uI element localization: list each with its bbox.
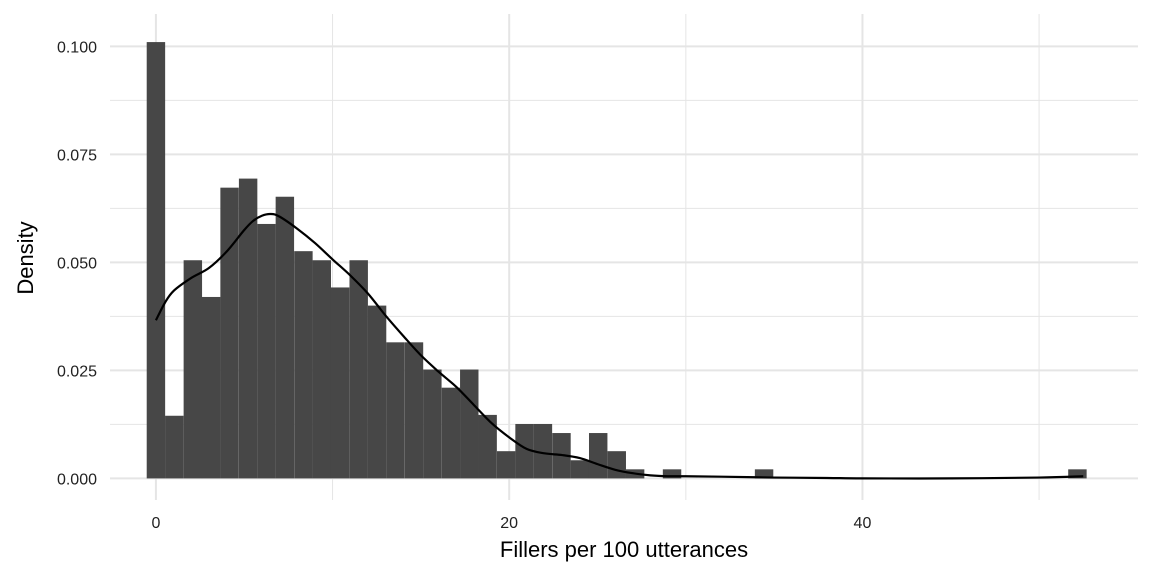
histogram-bar bbox=[478, 414, 497, 479]
histogram-bar bbox=[386, 342, 405, 479]
histogram-bar bbox=[294, 251, 313, 479]
y-tick-label: 0.050 bbox=[57, 255, 97, 272]
y-axis-tick-labels: 0.000 0.025 0.050 0.075 0.100 bbox=[57, 39, 97, 488]
histogram-bar bbox=[275, 196, 295, 479]
histogram-bar bbox=[662, 469, 682, 479]
y-tick-label: 0.100 bbox=[57, 39, 97, 56]
histogram-bar bbox=[367, 305, 387, 479]
histogram-bar bbox=[533, 423, 553, 479]
density-curve bbox=[154, 212, 1084, 480]
histogram-bar bbox=[220, 187, 239, 479]
x-axis-tick-labels: 0 20 40 bbox=[151, 515, 871, 532]
x-tick-label: 20 bbox=[500, 515, 518, 532]
histogram-bar bbox=[460, 369, 479, 479]
histogram-bar bbox=[1068, 469, 1087, 479]
histogram-bar bbox=[404, 342, 424, 479]
histogram-bar bbox=[312, 260, 331, 479]
x-tick-label: 0 bbox=[151, 515, 160, 532]
histogram-bar bbox=[349, 260, 368, 479]
y-tick-label: 0.025 bbox=[57, 363, 97, 380]
histogram-bar bbox=[607, 451, 626, 479]
histogram-bar bbox=[257, 223, 276, 479]
histogram-bar bbox=[423, 369, 442, 479]
histogram-bar bbox=[201, 296, 221, 479]
y-tick-label: 0.075 bbox=[57, 147, 97, 164]
histogram-bar bbox=[330, 287, 350, 479]
histogram-bar bbox=[146, 42, 166, 479]
histogram-bar bbox=[496, 451, 516, 479]
histogram-bar bbox=[183, 260, 203, 479]
histogram-bar bbox=[570, 460, 590, 479]
histogram-bar bbox=[165, 415, 184, 479]
histogram-bar bbox=[238, 178, 258, 479]
y-tick-label: 0.000 bbox=[57, 471, 97, 488]
histogram-bar bbox=[588, 433, 608, 479]
x-axis-title: Fillers per 100 utterances bbox=[500, 537, 748, 562]
y-axis-title: Density bbox=[13, 221, 38, 294]
histogram-bar bbox=[515, 423, 534, 479]
histogram-bar bbox=[441, 387, 461, 479]
x-tick-label: 40 bbox=[854, 515, 872, 532]
histogram-bars bbox=[146, 42, 1087, 479]
histogram-bar bbox=[754, 469, 774, 479]
